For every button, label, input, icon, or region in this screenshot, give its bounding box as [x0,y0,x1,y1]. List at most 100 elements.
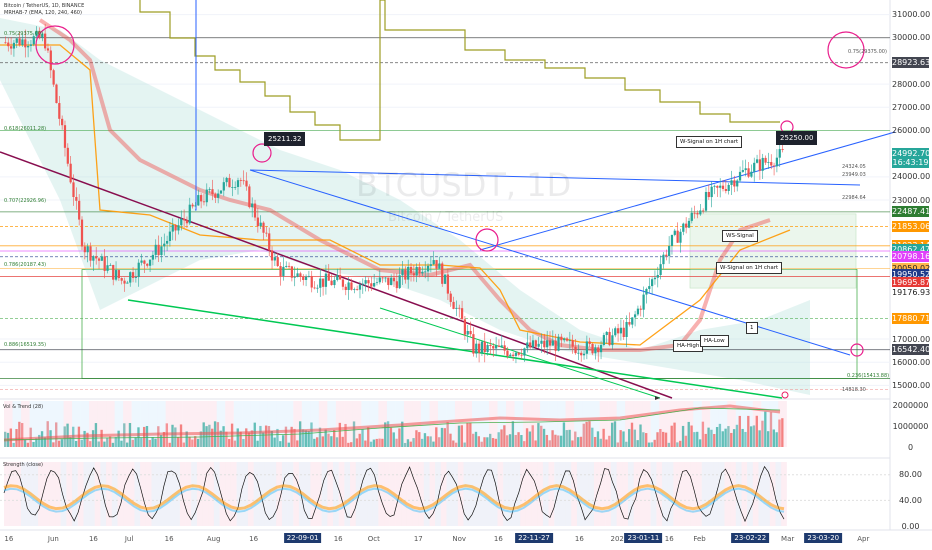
candle-body [551,340,554,346]
volume-bar [270,430,273,447]
strength-shade [242,462,248,526]
candle-body [577,352,580,354]
volume-bar [111,442,115,447]
volume-bar [528,431,532,447]
volume-bar [91,430,95,447]
candle-body [370,283,373,287]
channel-rising [479,131,896,251]
volume-bar [525,428,529,447]
candle-body [758,159,762,171]
fib-label-5: 0.236(15413.88) [847,373,890,379]
candle-body [696,212,699,215]
volume-shade [633,401,643,447]
candle-body [202,201,206,203]
volume-bar [710,429,713,447]
volume-bar [228,438,231,447]
candle-body [761,157,764,171]
price-tick-label: 21853.06 [892,221,931,233]
volume-bar [511,421,515,447]
volume-bar [517,432,520,447]
fib-label-0: 0.75(29375.00) [4,31,43,37]
candle-body [642,294,645,310]
volume-bar [738,415,741,447]
price-tick-label: 15000.00 [892,380,931,390]
candle-body [648,286,651,289]
candle-body [80,219,84,247]
candle-body [313,287,316,289]
volume-bar [355,438,359,447]
candle-body [185,220,189,224]
candle-body [319,278,322,288]
volume-trend [3,404,781,442]
volume-shade [89,401,98,447]
strength-shade [72,462,78,526]
volume-bar [74,440,78,447]
highlight-circle [475,228,499,252]
candle-body [46,48,50,51]
time-tick-label: 23-03-20 [804,533,843,543]
strength-shade [531,462,538,526]
candle-body [426,265,430,272]
candle-body [225,177,228,183]
time-tick-label: 16 [493,535,503,543]
strength-shade [401,462,407,526]
strength-shade [412,462,419,526]
candle-body [290,266,294,278]
candle-body [52,70,55,85]
volume-bar [477,436,481,447]
strength-shade [418,462,424,526]
candle-body [174,224,177,231]
candle-body [4,42,7,44]
strength-shade [77,462,84,526]
candle-body [429,264,432,266]
indicator-title: MRHAB-7 (EMA, 120, 240, 460) [4,10,82,16]
volume-shade [80,401,90,447]
volume-shade [4,401,13,447]
volume-bar [117,430,120,447]
candle-body [63,125,67,148]
price-tick-label: 26000.00 [892,125,931,135]
candle-body [61,118,64,126]
volume-shade [242,401,251,447]
volume-bar [579,436,583,447]
volume-bar [690,425,693,447]
ha-high-callout: HA-High [673,340,704,352]
volume-bar [230,423,234,447]
volume-bar [571,440,574,447]
strength-shade [350,462,356,526]
strength-shade [111,462,118,526]
candle-body [415,267,418,276]
candle-body [401,269,404,276]
candle-body [721,185,725,189]
mark-1-callout: 1 [746,322,758,334]
price-tick-label: 16:43:19 [892,156,929,168]
level-label-d: 14818.30 [842,387,866,393]
volume-bar [650,442,654,447]
volume-shade [625,401,634,447]
volume-bar [557,435,560,447]
volume-bar [367,427,370,447]
strength-shade [554,462,560,526]
candle-body [378,277,381,283]
volume-bar [46,421,49,447]
volume-shade [233,401,243,447]
strength-shade [457,462,464,526]
volume-bar [630,422,634,447]
volume-shade [676,401,685,447]
strength-shade [599,462,606,526]
volume-bar [52,442,55,447]
volume-bar [696,431,699,447]
volume-bar [386,421,390,447]
strength-shade [758,462,765,526]
time-tick-label: Apr [857,535,870,543]
candle-body [409,266,413,274]
candle-body [582,353,586,356]
volume-bar [32,441,35,447]
volume-bar [755,415,758,447]
candle-body [131,272,135,278]
candle-body [381,277,384,279]
volume-bar [437,437,441,447]
candle-body [353,289,356,290]
volume-bar [290,426,293,447]
